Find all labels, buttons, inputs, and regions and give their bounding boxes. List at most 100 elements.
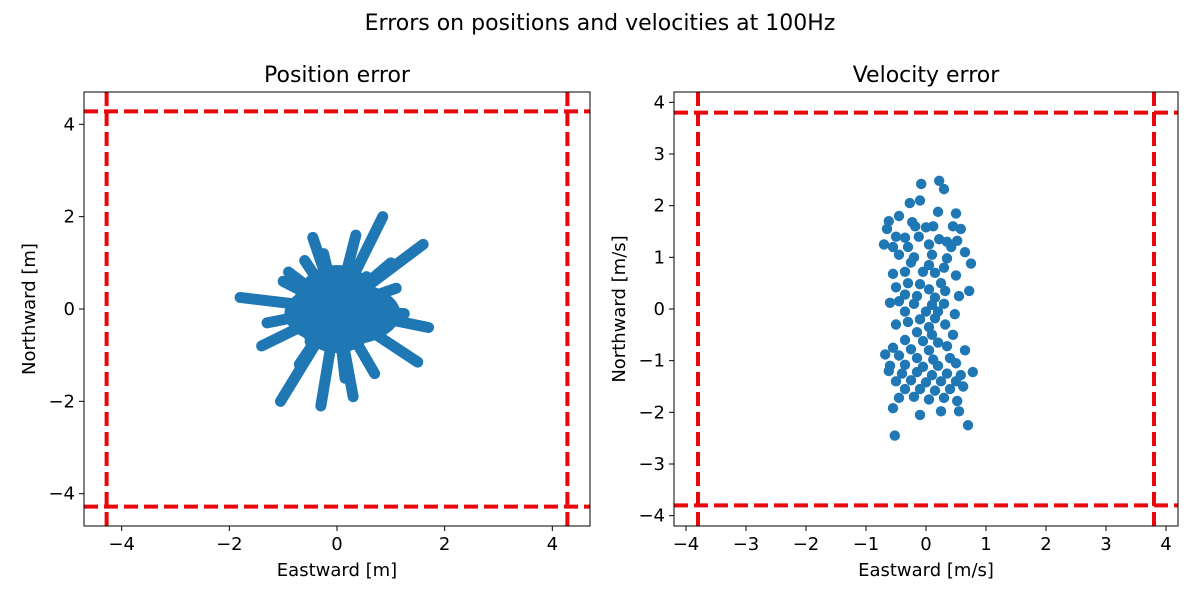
velocity-error-point [940, 319, 951, 330]
velocity-error-point [944, 383, 956, 395]
velocity-error-point [899, 334, 911, 346]
velocity-x-axis-label: Eastward [m/s] [858, 560, 994, 581]
velocity-error-point [938, 392, 950, 404]
position-y-tick-label: −4 [48, 484, 75, 505]
velocity-error-point [916, 178, 927, 190]
velocity-error-point [878, 239, 890, 250]
velocity-x-tick-label: 1 [980, 534, 991, 555]
velocity-error-point [914, 409, 926, 421]
position-y-tick-label: 0 [64, 299, 75, 320]
velocity-error-chart: −4 −3 −2 −1 0 1 2 3 4 −4 −3 −2 −1 0 1 2 3 4 Velocity erro… [609, 63, 1179, 581]
velocity-error-point [932, 206, 944, 218]
velocity-error-point [941, 368, 953, 379]
velocity-error-point [938, 183, 950, 195]
velocity-plot-area: −4 −3 −2 −1 0 1 2 3 4 −4 −3 −2 −1 0 1 2 3 4 [638, 91, 1179, 555]
velocity-error-point [887, 268, 899, 280]
velocity-error-point [953, 406, 965, 417]
velocity-error-point [904, 197, 915, 209]
velocity-x-tick-label: −3 [733, 534, 760, 555]
velocity-error-point [926, 369, 938, 381]
velocity-y-tick-label: 2 [654, 196, 665, 217]
velocity-error-point [908, 298, 920, 310]
velocity-error-point [914, 279, 926, 290]
velocity-error-point [893, 296, 905, 307]
velocity-error-point [941, 253, 953, 264]
velocity-error-point [950, 358, 962, 369]
velocity-error-point [880, 349, 891, 360]
velocity-error-point [887, 241, 899, 253]
velocity-error-point [926, 249, 938, 260]
velocity-error-point [959, 345, 971, 356]
velocity-x-tick-label: −4 [673, 534, 700, 555]
velocity-error-point [899, 359, 911, 370]
velocity-y-tick-label: 0 [654, 299, 665, 320]
velocity-error-point [934, 175, 945, 187]
velocity-error-point [923, 345, 935, 356]
velocity-data-layer [674, 92, 1178, 526]
velocity-error-point [899, 289, 911, 300]
velocity-error-point [935, 277, 947, 289]
velocity-error-point [917, 335, 929, 347]
velocity-error-point [952, 395, 963, 407]
velocity-y-tick-label: −3 [638, 454, 665, 475]
velocity-error-point [893, 210, 905, 222]
velocity-error-point [887, 342, 899, 353]
velocity-error-point [884, 297, 896, 308]
velocity-error-point [932, 360, 944, 372]
velocity-error-point [935, 406, 947, 417]
velocity-error-point [899, 232, 911, 243]
velocity-error-point [959, 246, 971, 258]
velocity-error-point [890, 319, 902, 330]
velocity-error-point [905, 257, 917, 268]
velocity-error-point [883, 365, 894, 377]
velocity-error-point [889, 430, 900, 441]
velocity-y-tick-label: 1 [654, 247, 665, 268]
velocity-error-point [890, 376, 902, 387]
position-plot-area: −4 −2 0 2 4 −4 −2 0 2 4 [48, 91, 591, 555]
velocity-error-point [953, 290, 965, 302]
velocity-error-point [893, 249, 905, 260]
velocity-y-tick-label: −2 [638, 402, 665, 423]
velocity-y-axis-label: Northward [m/s] [609, 235, 630, 382]
velocity-error-point [947, 221, 959, 232]
velocity-error-point [887, 403, 899, 414]
velocity-error-point [913, 231, 924, 242]
position-y-tick-label: −2 [48, 391, 75, 412]
velocity-x-tick-label: −2 [793, 534, 820, 555]
velocity-error-point [914, 314, 926, 325]
velocity-error-point [911, 366, 923, 378]
velocity-error-point [902, 241, 914, 253]
velocity-error-point [923, 394, 935, 405]
velocity-x-tick-label: 4 [1160, 534, 1171, 555]
velocity-error-point [935, 376, 947, 387]
velocity-error-point [946, 241, 957, 253]
position-x-tick-label: −2 [216, 534, 243, 555]
position-error-chart: −4 −2 0 2 4 −4 −2 0 2 4 Position error Eastward [… [19, 63, 591, 581]
velocity-error-point [964, 285, 975, 297]
velocity-x-tick-label: 2 [1040, 534, 1051, 555]
velocity-error-point [908, 391, 920, 403]
velocity-chart-title: Velocity error [853, 63, 1001, 88]
velocity-x-tick-label: 3 [1100, 534, 1111, 555]
velocity-error-point [914, 383, 926, 395]
position-x-tick-label: −4 [108, 534, 135, 555]
velocity-error-point [950, 376, 962, 387]
velocity-error-point [955, 223, 966, 235]
position-y-axis-label: Northward [m] [19, 243, 40, 375]
velocity-error-point [950, 208, 962, 219]
velocity-error-point [950, 270, 962, 281]
velocity-error-point [938, 298, 950, 310]
velocity-error-point [899, 306, 911, 317]
velocity-y-tick-label: 3 [654, 144, 665, 165]
velocity-error-point [949, 308, 960, 320]
position-x-axis-label: Eastward [m] [277, 560, 397, 581]
velocity-error-point [905, 344, 917, 355]
velocity-y-tick-label: −1 [638, 351, 665, 372]
velocity-error-point [899, 266, 911, 277]
velocity-error-point [926, 299, 938, 311]
figure-suptitle: Errors on positions and velocities at 10… [365, 11, 836, 36]
velocity-error-point [967, 366, 978, 378]
velocity-y-tick-label: −4 [638, 506, 665, 527]
position-data-layer [84, 92, 590, 526]
velocity-error-point [890, 282, 902, 293]
